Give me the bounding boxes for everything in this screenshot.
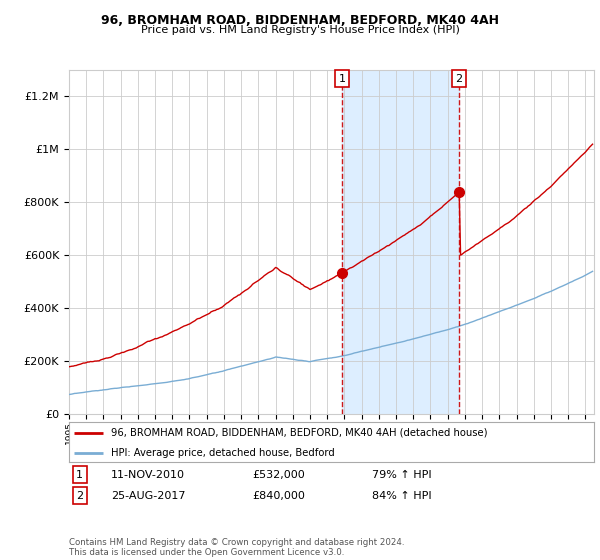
Text: Price paid vs. HM Land Registry's House Price Index (HPI): Price paid vs. HM Land Registry's House … (140, 25, 460, 35)
Text: 11-NOV-2010: 11-NOV-2010 (111, 470, 185, 480)
Text: 2: 2 (76, 491, 83, 501)
Text: 1: 1 (76, 470, 83, 480)
Text: £840,000: £840,000 (252, 491, 305, 501)
Text: 79% ↑ HPI: 79% ↑ HPI (372, 470, 431, 480)
Text: HPI: Average price, detached house, Bedford: HPI: Average price, detached house, Bedf… (111, 448, 335, 458)
Text: 1: 1 (338, 73, 346, 83)
Bar (342, 70, 459, 414)
Text: 84% ↑ HPI: 84% ↑ HPI (372, 491, 431, 501)
Text: Contains HM Land Registry data © Crown copyright and database right 2024.
This d: Contains HM Land Registry data © Crown c… (69, 538, 404, 557)
Text: 96, BROMHAM ROAD, BIDDENHAM, BEDFORD, MK40 4AH: 96, BROMHAM ROAD, BIDDENHAM, BEDFORD, MK… (101, 14, 499, 27)
Text: 96, BROMHAM ROAD, BIDDENHAM, BEDFORD, MK40 4AH (detached house): 96, BROMHAM ROAD, BIDDENHAM, BEDFORD, MK… (111, 428, 487, 438)
Text: £532,000: £532,000 (252, 470, 305, 480)
Text: 2: 2 (455, 73, 463, 83)
Text: 25-AUG-2017: 25-AUG-2017 (111, 491, 185, 501)
